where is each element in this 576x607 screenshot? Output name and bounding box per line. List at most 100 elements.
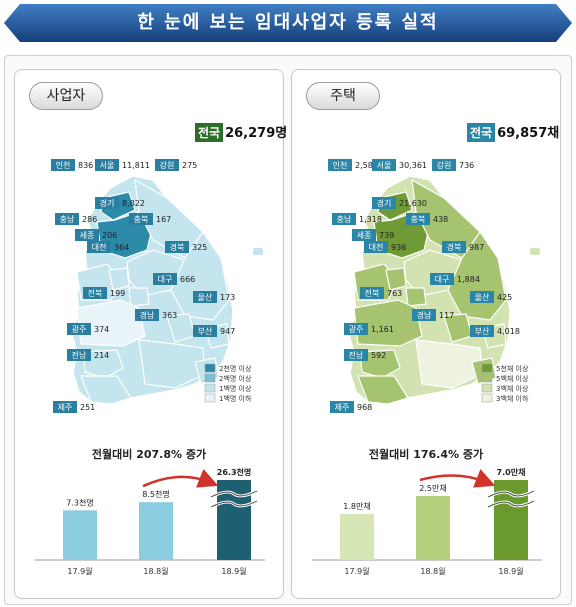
region-value-label: 987 xyxy=(469,243,484,252)
map-island xyxy=(253,248,263,255)
region-tag-bg xyxy=(165,241,189,253)
map-region xyxy=(353,299,423,347)
region-value-label: 199 xyxy=(110,289,125,298)
region-value-label: 736 xyxy=(459,161,474,170)
total-business: 전국 26,279명 xyxy=(195,122,287,142)
total-tag: 전국 xyxy=(467,123,496,142)
map-island xyxy=(530,248,540,255)
growth-label: 전월대비 176.4% 증가 xyxy=(368,448,484,461)
axis-break-line xyxy=(487,490,535,498)
region-value-label: 374 xyxy=(94,325,109,334)
housing-panel: 주택 전국 69,857채 인천 2,584 서울 30,361 경기 21,630 강원 73… xyxy=(291,69,561,599)
region-value-label: 1,318 xyxy=(359,215,382,224)
region-value-label: 173 xyxy=(220,293,235,302)
category-label: 18.9월 xyxy=(498,566,523,576)
category-label: 18.8월 xyxy=(420,566,445,576)
region-value-label: 364 xyxy=(114,243,129,252)
region-name-label: 충남 xyxy=(337,215,352,224)
region-name-label: 인천 xyxy=(56,160,71,170)
legend-swatch xyxy=(481,393,493,403)
region-tag-bg xyxy=(129,213,153,225)
region-tag-bg xyxy=(432,159,456,171)
region-value-label: 4,018 xyxy=(497,327,520,336)
total-value: 69,857채 xyxy=(497,126,560,141)
growth-label: 전월대비 207.8% 증가 xyxy=(91,448,207,461)
legend-swatch xyxy=(481,363,493,373)
region-value-label: 275 xyxy=(182,161,197,170)
region-map-business: 인천 836 서울 11,811 경기 8,822 강원 275 충남 286 충북 167 세종 206… xyxy=(51,159,263,413)
region-tag-bg xyxy=(155,159,179,171)
region-value-label: 438 xyxy=(433,215,448,224)
banner-shape xyxy=(4,4,572,42)
region-name-label: 대구 xyxy=(435,275,450,284)
region-value-label: 592 xyxy=(371,351,386,360)
region-value-label: 214 xyxy=(94,351,109,360)
region-tag-bg xyxy=(193,291,217,303)
region-tag-bg xyxy=(193,325,217,337)
growth-arrow xyxy=(142,469,219,488)
map-region xyxy=(357,375,409,405)
region-name-label: 전남 xyxy=(349,350,364,360)
region-value-label: 739 xyxy=(379,231,394,240)
region-value-label: 363 xyxy=(162,311,177,320)
region-tag-bg xyxy=(364,241,388,253)
region-tag-bg xyxy=(67,323,91,335)
region-value-label: 251 xyxy=(80,403,95,412)
region-tag-bg xyxy=(360,287,384,299)
region-name-label: 대전 xyxy=(92,242,107,252)
region-tag-bg xyxy=(95,159,119,171)
region-name-label: 충북 xyxy=(411,215,426,224)
region-name-label: 충남 xyxy=(60,215,75,224)
region-name-label: 부산 xyxy=(198,326,213,336)
legend-label: 5천채 이상 xyxy=(496,364,529,373)
region-tag-bg xyxy=(372,159,396,171)
bar-data-label: 8.5천명 xyxy=(142,489,169,499)
legend-swatch xyxy=(204,383,216,393)
region-tag-bg xyxy=(372,197,396,209)
legend-swatch xyxy=(481,373,493,383)
legend-swatch xyxy=(204,373,216,383)
axis-break-line xyxy=(210,500,258,508)
bar-data-label: 7.0만채 xyxy=(497,467,526,477)
region-name-label: 충북 xyxy=(134,215,149,224)
legend-swatch xyxy=(204,363,216,373)
business-panel: 사업자 전국 26,279명 인천 836 서울 11,811 경기 8,822 강원 275 충… xyxy=(14,69,287,599)
region-value-label: 763 xyxy=(387,289,402,298)
region-value-label: 8,822 xyxy=(122,199,145,208)
region-name-label: 제주 xyxy=(58,403,73,412)
region-value-label: 30,361 xyxy=(399,161,427,170)
page-title: 한 눈에 보는 임대사업자 등록 실적 xyxy=(137,12,439,33)
region-name-label: 강원 xyxy=(160,160,175,170)
region-name-label: 전남 xyxy=(72,350,87,360)
region-name-label: 경북 xyxy=(447,242,462,252)
region-value-label: 1,161 xyxy=(371,325,394,334)
legend-label: 3백채 이상 xyxy=(496,384,529,393)
region-value-label: 11,811 xyxy=(122,161,150,170)
region-name-label: 전북 xyxy=(88,288,103,298)
panel-heading-housing: 주택 xyxy=(306,82,380,110)
map-region xyxy=(405,287,427,307)
region-value-label: 666 xyxy=(180,275,195,284)
region-name-label: 제주 xyxy=(335,403,350,412)
bar-chart-housing: 1.8만채 17.9월 2.5만채 18.8월 7.0만채 18.9월 xyxy=(312,467,542,576)
region-value-label: 286 xyxy=(82,215,97,224)
region-tag-bg xyxy=(153,273,177,285)
bar-data-label: 26.3천명 xyxy=(217,467,251,477)
region-value-label: 968 xyxy=(357,403,372,412)
bar-data-label: 1.8만채 xyxy=(343,501,370,511)
panel-heading-business: 사업자 xyxy=(29,82,103,110)
legend-label: 3백채 이하 xyxy=(496,394,529,403)
legend-swatch xyxy=(481,383,493,393)
region-name-label: 경기 xyxy=(100,198,115,208)
map-region xyxy=(359,349,401,379)
bar xyxy=(416,496,450,560)
region-name-label: 울산 xyxy=(198,292,213,302)
region-tag-bg xyxy=(67,349,91,361)
region-name-label: 경북 xyxy=(170,242,185,252)
region-tag-bg xyxy=(135,309,159,321)
region-tag-bg xyxy=(406,213,430,225)
legend-label: 1백명 이하 xyxy=(219,394,252,403)
bar xyxy=(340,513,374,560)
region-name-label: 광주 xyxy=(72,324,87,334)
